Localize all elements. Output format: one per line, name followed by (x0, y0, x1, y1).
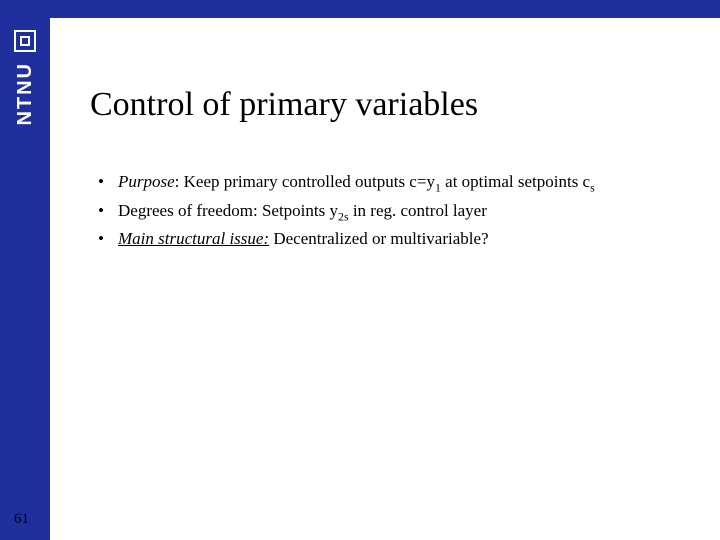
top-bar (0, 0, 720, 18)
sidebar: NTNU (0, 18, 50, 540)
slide-title: Control of primary variables (90, 86, 690, 124)
bullet-text: Main structural issue: Decentralized or … (118, 229, 489, 248)
bullet-text: Degrees of freedom: Setpoints y2s in reg… (118, 201, 487, 220)
ntnu-icon (14, 30, 36, 52)
list-item: Degrees of freedom: Setpoints y2s in reg… (90, 199, 690, 226)
list-item: Main structural issue: Decentralized or … (90, 227, 690, 252)
bullet-list: Purpose: Keep primary controlled outputs… (90, 170, 690, 252)
page-number: 61 (14, 511, 29, 528)
list-item: Purpose: Keep primary controlled outputs… (90, 170, 690, 197)
bullet-text: Purpose: Keep primary controlled outputs… (118, 172, 595, 191)
sidebar-brand-text: NTNU (14, 62, 37, 126)
slide-content: Control of primary variables Purpose: Ke… (50, 18, 720, 540)
